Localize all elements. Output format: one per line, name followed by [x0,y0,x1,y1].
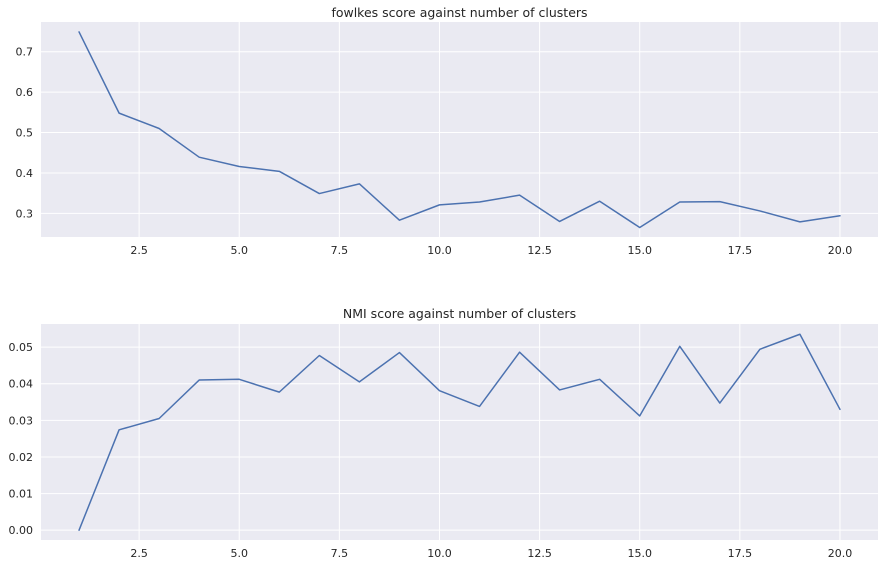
y-tick-label: 0.00 [9,524,34,537]
x-tick-label: 5.0 [230,244,248,257]
subplot-2: 2.5 5.0 7.5 10.0 12.5 15.0 17.5 20.0 0.00 0.01 0.0… [9,306,878,560]
x-tick-label: 7.5 [331,244,349,257]
x-tick-label: 20.0 [828,244,853,257]
plot-area [41,22,878,237]
x-tick-label: 15.0 [627,547,652,560]
x-tick-label: 10.0 [427,547,452,560]
x-tick-label: 5.0 [230,547,248,560]
x-tick-label: 20.0 [828,547,853,560]
subplot-1: 2.5 5.0 7.5 10.0 12.5 15.0 17.5 20.0 0.3 0.4 0.5 0.… [16,5,878,257]
y-tick-label: 0.03 [9,414,34,427]
y-tick-label: 0.7 [16,46,34,59]
chart-title: NMI score against number of clusters [343,306,576,321]
series-line [78,333,841,531]
x-tick-label: 12.5 [527,547,552,560]
y-tick-label: 0.5 [16,127,34,140]
x-tick-label: 2.5 [130,244,148,257]
series-line [78,31,841,229]
x-tick-label: 2.5 [130,547,148,560]
x-tick-label: 15.0 [627,244,652,257]
x-tick-label: 12.5 [527,244,552,257]
plot-area [41,324,878,540]
y-tick-label: 0.4 [16,167,34,180]
y-tick-label: 0.02 [9,451,34,464]
y-tick-label: 0.04 [9,378,34,391]
y-tick-label: 0.3 [16,207,34,220]
y-tick-label: 0.6 [16,86,34,99]
chart-title: fowlkes score against number of clusters [331,5,587,20]
x-tick-label: 17.5 [728,547,753,560]
y-tick-label: 0.01 [9,488,34,501]
y-tick-label: 0.05 [9,341,34,354]
x-tick-label: 10.0 [427,244,452,257]
x-tick-label: 7.5 [331,547,349,560]
x-tick-label: 17.5 [728,244,753,257]
